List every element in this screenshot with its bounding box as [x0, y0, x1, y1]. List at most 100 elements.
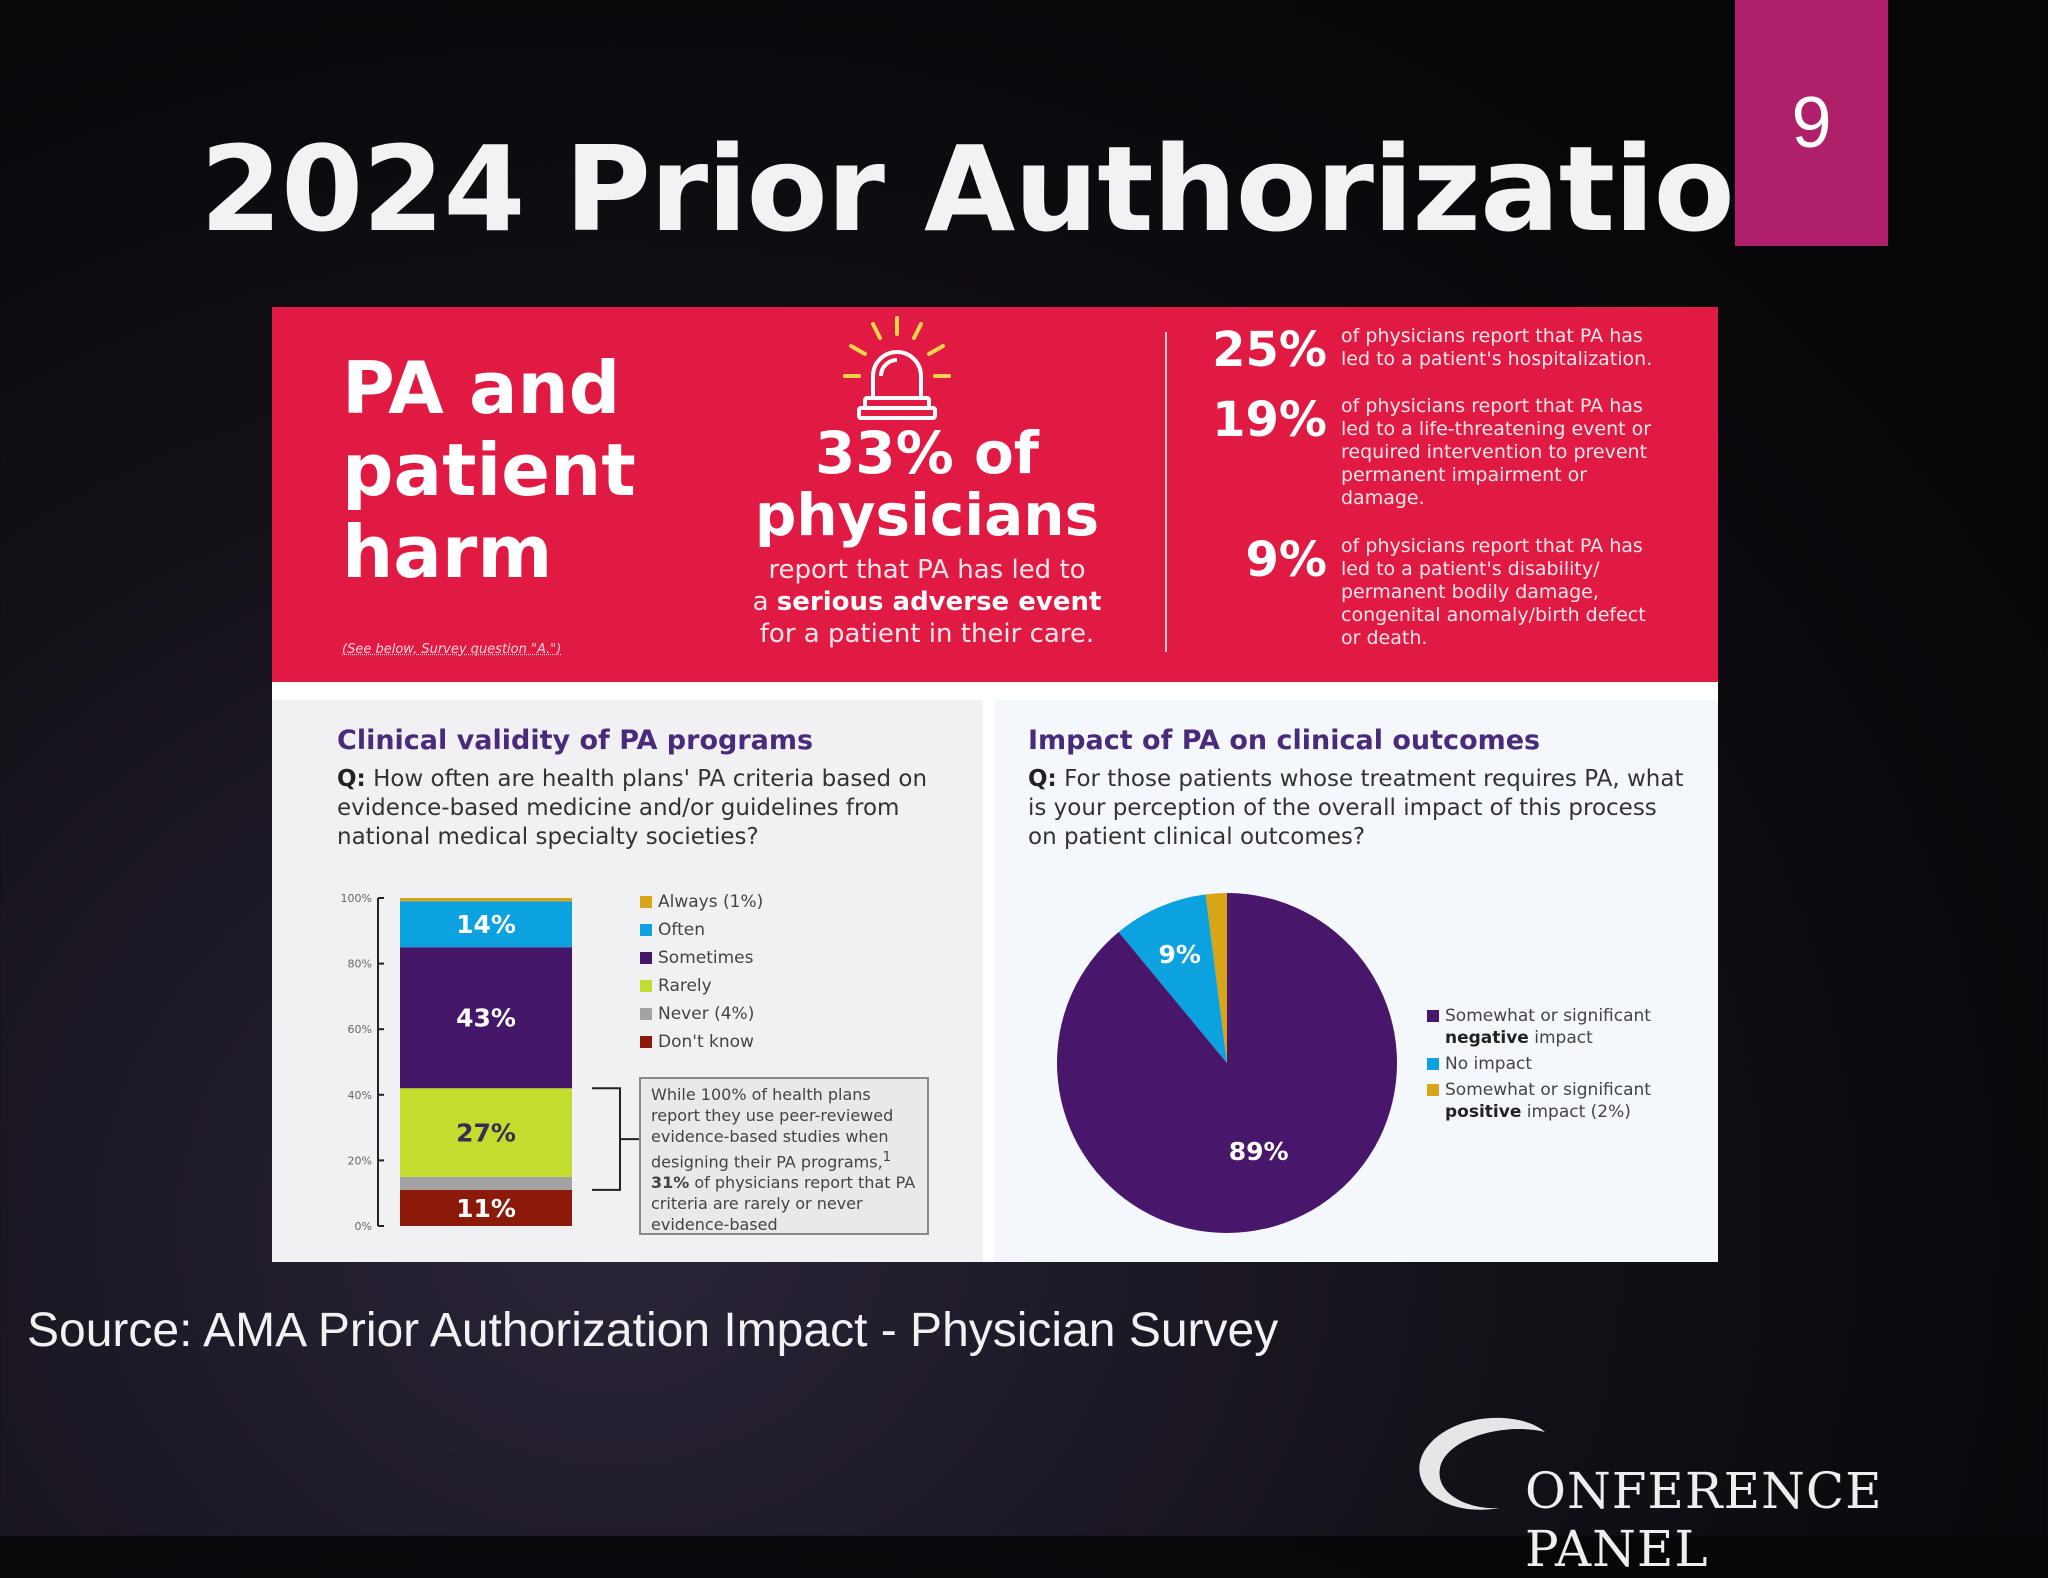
legend-swatch: [640, 952, 652, 964]
big-stat-desc-prefix: a: [752, 587, 777, 617]
pie-data-label: 9%: [1159, 940, 1201, 969]
legend-label-part: Somewhat or significant: [1445, 1006, 1651, 1026]
stat-hospitalization: 25% of physicians report that PA has led…: [1207, 325, 1661, 375]
legend-item: Somewhat or significant positive impact (…: [1427, 1079, 1717, 1123]
y-tick-label: 60%: [348, 1023, 372, 1036]
big-stat: 33% of physicians: [667, 422, 1187, 546]
legend-label: Always (1%): [658, 892, 764, 912]
big-stat-line: 33% of: [814, 419, 1040, 487]
stat-life-threatening: 19% of physicians report that PA has led…: [1207, 395, 1661, 510]
alarm-light-icon: [843, 316, 951, 420]
stat-text: of physicians report that PA has led to …: [1341, 395, 1652, 509]
bar-segment: [400, 1088, 572, 1177]
legend-swatch: [640, 980, 652, 992]
big-stat-description: report that PA has led to a serious adve…: [667, 554, 1187, 650]
pie-chart: 89% 9%: [1057, 893, 1397, 1233]
legend-item: Rarely: [640, 972, 763, 1000]
big-stat-line: physicians: [754, 481, 1100, 549]
big-stat-desc-line: for a patient in their care.: [759, 619, 1095, 649]
note-text: While 100% of health plans report they u…: [651, 1085, 894, 1172]
legend-item: Always (1%): [640, 888, 763, 916]
pie-slice: [1205, 893, 1227, 1063]
legend-label-part: Somewhat or significant: [1445, 1080, 1651, 1100]
y-tick-label: 40%: [348, 1089, 372, 1102]
legend-label: Somewhat or significant negative impact: [1445, 1005, 1651, 1049]
legend-swatch: [1427, 1010, 1439, 1022]
clinical-outcomes-section: Impact of PA on clinical outcomes Q: For…: [995, 700, 1718, 1262]
y-tick-label: 20%: [348, 1154, 372, 1167]
survey-question: Q: For those patients whose treatment re…: [1028, 765, 1688, 852]
legend-swatch: [1427, 1058, 1439, 1070]
survey-question: Q: How often are health plans' PA criter…: [337, 765, 977, 852]
legend-label-emphasis: positive: [1445, 1102, 1522, 1122]
legend-item: Somewhat or significant negative impact: [1427, 1005, 1717, 1049]
big-stat-desc-line: report that PA has led to: [768, 555, 1086, 585]
legend-label: Never (4%): [658, 1004, 755, 1024]
serious-adverse-event-emphasis: serious adverse event: [776, 587, 1102, 617]
legend-swatch: [640, 1008, 652, 1020]
bar-data-label: 27%: [456, 1119, 516, 1148]
legend-item: Sometimes: [640, 944, 763, 972]
legend-label: No impact: [1445, 1053, 1532, 1075]
clinical-validity-section: Clinical validity of PA programs Q: How …: [272, 700, 983, 1262]
harm-panel: PA and patient harm (See below, Survey q…: [272, 307, 1718, 682]
legend-item: Never (4%): [640, 1000, 763, 1028]
bar-segment: [400, 1189, 572, 1226]
page-number: 9: [1735, 0, 1888, 246]
stat-disability: 9% of physicians report that PA has led …: [1207, 535, 1661, 650]
bar-segment: [400, 947, 572, 1089]
legend-label: Rarely: [658, 976, 712, 996]
legend-label-emphasis: negative: [1445, 1028, 1529, 1048]
bar-segment: [400, 1176, 572, 1190]
stat-percent: 9%: [1245, 532, 1328, 588]
logo-text: ONFERENCE PANEL: [1525, 1462, 1883, 1578]
legend-label: Often: [658, 920, 705, 940]
callout-note: While 100% of health plans report they u…: [639, 1077, 929, 1235]
question-text: How often are health plans' PA criteria …: [337, 766, 928, 850]
stacked-bar-chart: 0% 20% 40% 60% 80% 100% 11% 27% 43% 14%: [341, 892, 640, 1233]
legend-label: Sometimes: [658, 948, 754, 968]
stat-percent: 19%: [1212, 392, 1327, 448]
harm-heading-line: patient: [342, 428, 636, 512]
bar-data-label: 14%: [456, 910, 516, 939]
bar-data-label: 11%: [456, 1194, 516, 1223]
legend-item: No impact: [1427, 1053, 1717, 1075]
legend-label-part: impact (2%): [1521, 1102, 1631, 1122]
note-text: of physicians report that PA criteria ar…: [651, 1173, 916, 1235]
bar-segment: [400, 901, 572, 948]
stat-percent: 25%: [1212, 322, 1327, 378]
legend-item: Don't know: [640, 1028, 763, 1056]
note-emphasis: 31%: [651, 1173, 690, 1193]
source-citation: Source: AMA Prior Authorization Impact -…: [27, 1304, 1279, 1357]
legend-label-part: impact: [1528, 1028, 1593, 1048]
legend-label-part: No impact: [1445, 1054, 1533, 1074]
pie-slice: [1118, 894, 1227, 1063]
legend-label: Somewhat or significant positive impact (…: [1445, 1079, 1651, 1123]
stacked-bar-legend: Always (1%) Often Sometimes Rarely Never (4%…: [640, 888, 763, 1056]
pie-legend: Somewhat or significant negative impact No…: [1427, 1005, 1717, 1127]
infographic: PA and patient harm (See below, Survey q…: [272, 307, 1718, 1262]
legend-swatch: [640, 1036, 652, 1048]
legend-swatch: [640, 896, 652, 908]
y-tick-label: 100%: [341, 892, 372, 905]
legend-item: Often: [640, 916, 763, 944]
legend-swatch: [1427, 1084, 1439, 1096]
legend-label: Don't know: [658, 1032, 754, 1052]
slide-title: 2024 Prior Authorizations: [200, 120, 1887, 258]
see-below-note: (See below, Survey question "A."): [342, 642, 562, 657]
y-tick-label: 0%: [355, 1220, 372, 1233]
legend-swatch: [640, 924, 652, 936]
pie-data-label: 89%: [1229, 1137, 1289, 1166]
vertical-divider: [1165, 332, 1167, 652]
bar-segment: [400, 898, 572, 902]
harm-heading-line: harm: [342, 510, 553, 594]
q-label: Q:: [337, 766, 366, 792]
big-stat-desc-line: a serious adverse event: [667, 586, 1187, 618]
harm-heading: PA and patient harm: [342, 347, 636, 593]
q-label: Q:: [1028, 766, 1057, 792]
rarely-never-bracket: [592, 1087, 621, 1191]
question-text: For those patients whose treatment requi…: [1028, 766, 1684, 850]
note-footnote: 1: [882, 1150, 892, 1165]
stat-text: of physicians report that PA has led to …: [1341, 535, 1646, 649]
logo-swoosh-icon: [1419, 1417, 1545, 1510]
